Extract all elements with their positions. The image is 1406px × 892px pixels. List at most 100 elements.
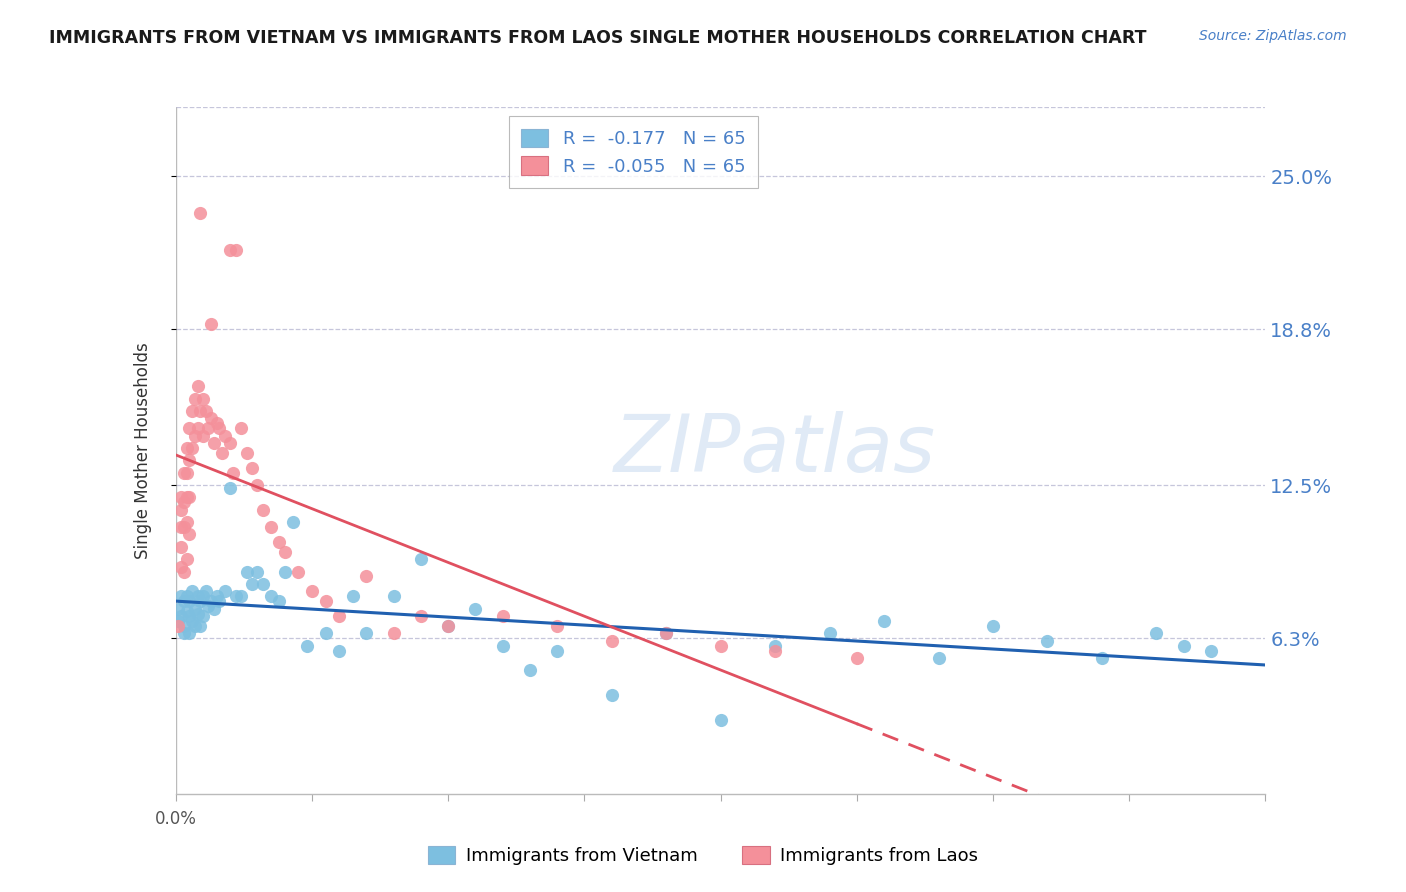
Point xyxy=(492,609,515,624)
Point xyxy=(208,421,231,435)
Point xyxy=(194,404,217,418)
Point xyxy=(202,601,225,615)
Point xyxy=(873,614,896,628)
Point xyxy=(200,411,222,425)
Point xyxy=(179,491,201,505)
Point xyxy=(188,594,211,608)
Point xyxy=(188,404,211,418)
Point xyxy=(176,515,198,529)
Point xyxy=(260,589,283,603)
Point xyxy=(173,466,195,480)
Point xyxy=(186,589,209,603)
Point xyxy=(179,527,201,541)
Point xyxy=(845,651,868,665)
Point xyxy=(301,584,323,599)
Point xyxy=(315,594,337,608)
Point xyxy=(205,589,228,603)
Point xyxy=(184,428,207,442)
Point xyxy=(818,626,841,640)
Point xyxy=(197,421,219,435)
Point xyxy=(328,643,350,657)
Point xyxy=(225,589,247,603)
Text: ZIPatlas: ZIPatlas xyxy=(614,411,936,490)
Point xyxy=(437,619,460,633)
Point xyxy=(194,584,217,599)
Point xyxy=(382,589,405,603)
Point xyxy=(191,392,214,406)
Point xyxy=(710,639,733,653)
Point xyxy=(315,626,337,640)
Point xyxy=(763,643,786,657)
Point xyxy=(356,569,378,583)
Point xyxy=(356,626,378,640)
Point xyxy=(295,639,318,653)
Point xyxy=(437,619,460,633)
Point xyxy=(287,565,309,579)
Point xyxy=(252,502,274,516)
Point xyxy=(170,559,193,574)
Point xyxy=(181,584,204,599)
Legend: Immigrants from Vietnam, Immigrants from Laos: Immigrants from Vietnam, Immigrants from… xyxy=(420,839,986,872)
Point xyxy=(176,552,198,566)
Point xyxy=(252,577,274,591)
Point xyxy=(240,460,263,475)
Point xyxy=(184,392,207,406)
Point xyxy=(1036,633,1059,648)
Point xyxy=(170,502,193,516)
Point xyxy=(546,643,568,657)
Point xyxy=(208,594,231,608)
Point xyxy=(181,441,204,455)
Point xyxy=(191,428,214,442)
Point xyxy=(176,466,198,480)
Point xyxy=(188,619,211,633)
Point xyxy=(1091,651,1114,665)
Point xyxy=(219,481,242,495)
Point xyxy=(205,417,228,431)
Point xyxy=(173,520,195,534)
Point xyxy=(235,446,257,460)
Point xyxy=(181,404,204,418)
Point xyxy=(260,520,283,534)
Point xyxy=(222,466,245,480)
Point xyxy=(176,604,198,618)
Point xyxy=(176,491,198,505)
Point xyxy=(1144,626,1167,640)
Point xyxy=(211,446,233,460)
Point xyxy=(167,614,190,628)
Point xyxy=(200,594,222,608)
Point xyxy=(170,609,193,624)
Text: 0.0%: 0.0% xyxy=(155,810,197,828)
Point xyxy=(546,619,568,633)
Point xyxy=(240,577,263,591)
Point xyxy=(179,626,201,640)
Point xyxy=(214,584,236,599)
Point xyxy=(1173,639,1195,653)
Point xyxy=(184,619,207,633)
Point xyxy=(191,609,214,624)
Point xyxy=(600,633,623,648)
Point xyxy=(186,607,209,621)
Point xyxy=(928,651,950,665)
Point xyxy=(197,599,219,613)
Point xyxy=(173,626,195,640)
Text: Source: ZipAtlas.com: Source: ZipAtlas.com xyxy=(1199,29,1347,43)
Point xyxy=(274,565,297,579)
Point xyxy=(519,664,541,678)
Point xyxy=(1199,643,1222,657)
Point xyxy=(170,520,193,534)
Point xyxy=(409,552,432,566)
Point xyxy=(382,626,405,640)
Point xyxy=(281,515,304,529)
Point xyxy=(179,609,201,624)
Point xyxy=(184,601,207,615)
Point xyxy=(186,379,209,393)
Point xyxy=(170,540,193,554)
Point xyxy=(231,421,253,435)
Point xyxy=(600,688,623,702)
Point xyxy=(219,436,242,450)
Point xyxy=(274,545,297,559)
Point xyxy=(202,436,225,450)
Point xyxy=(231,589,253,603)
Point xyxy=(173,565,195,579)
Point xyxy=(167,601,190,615)
